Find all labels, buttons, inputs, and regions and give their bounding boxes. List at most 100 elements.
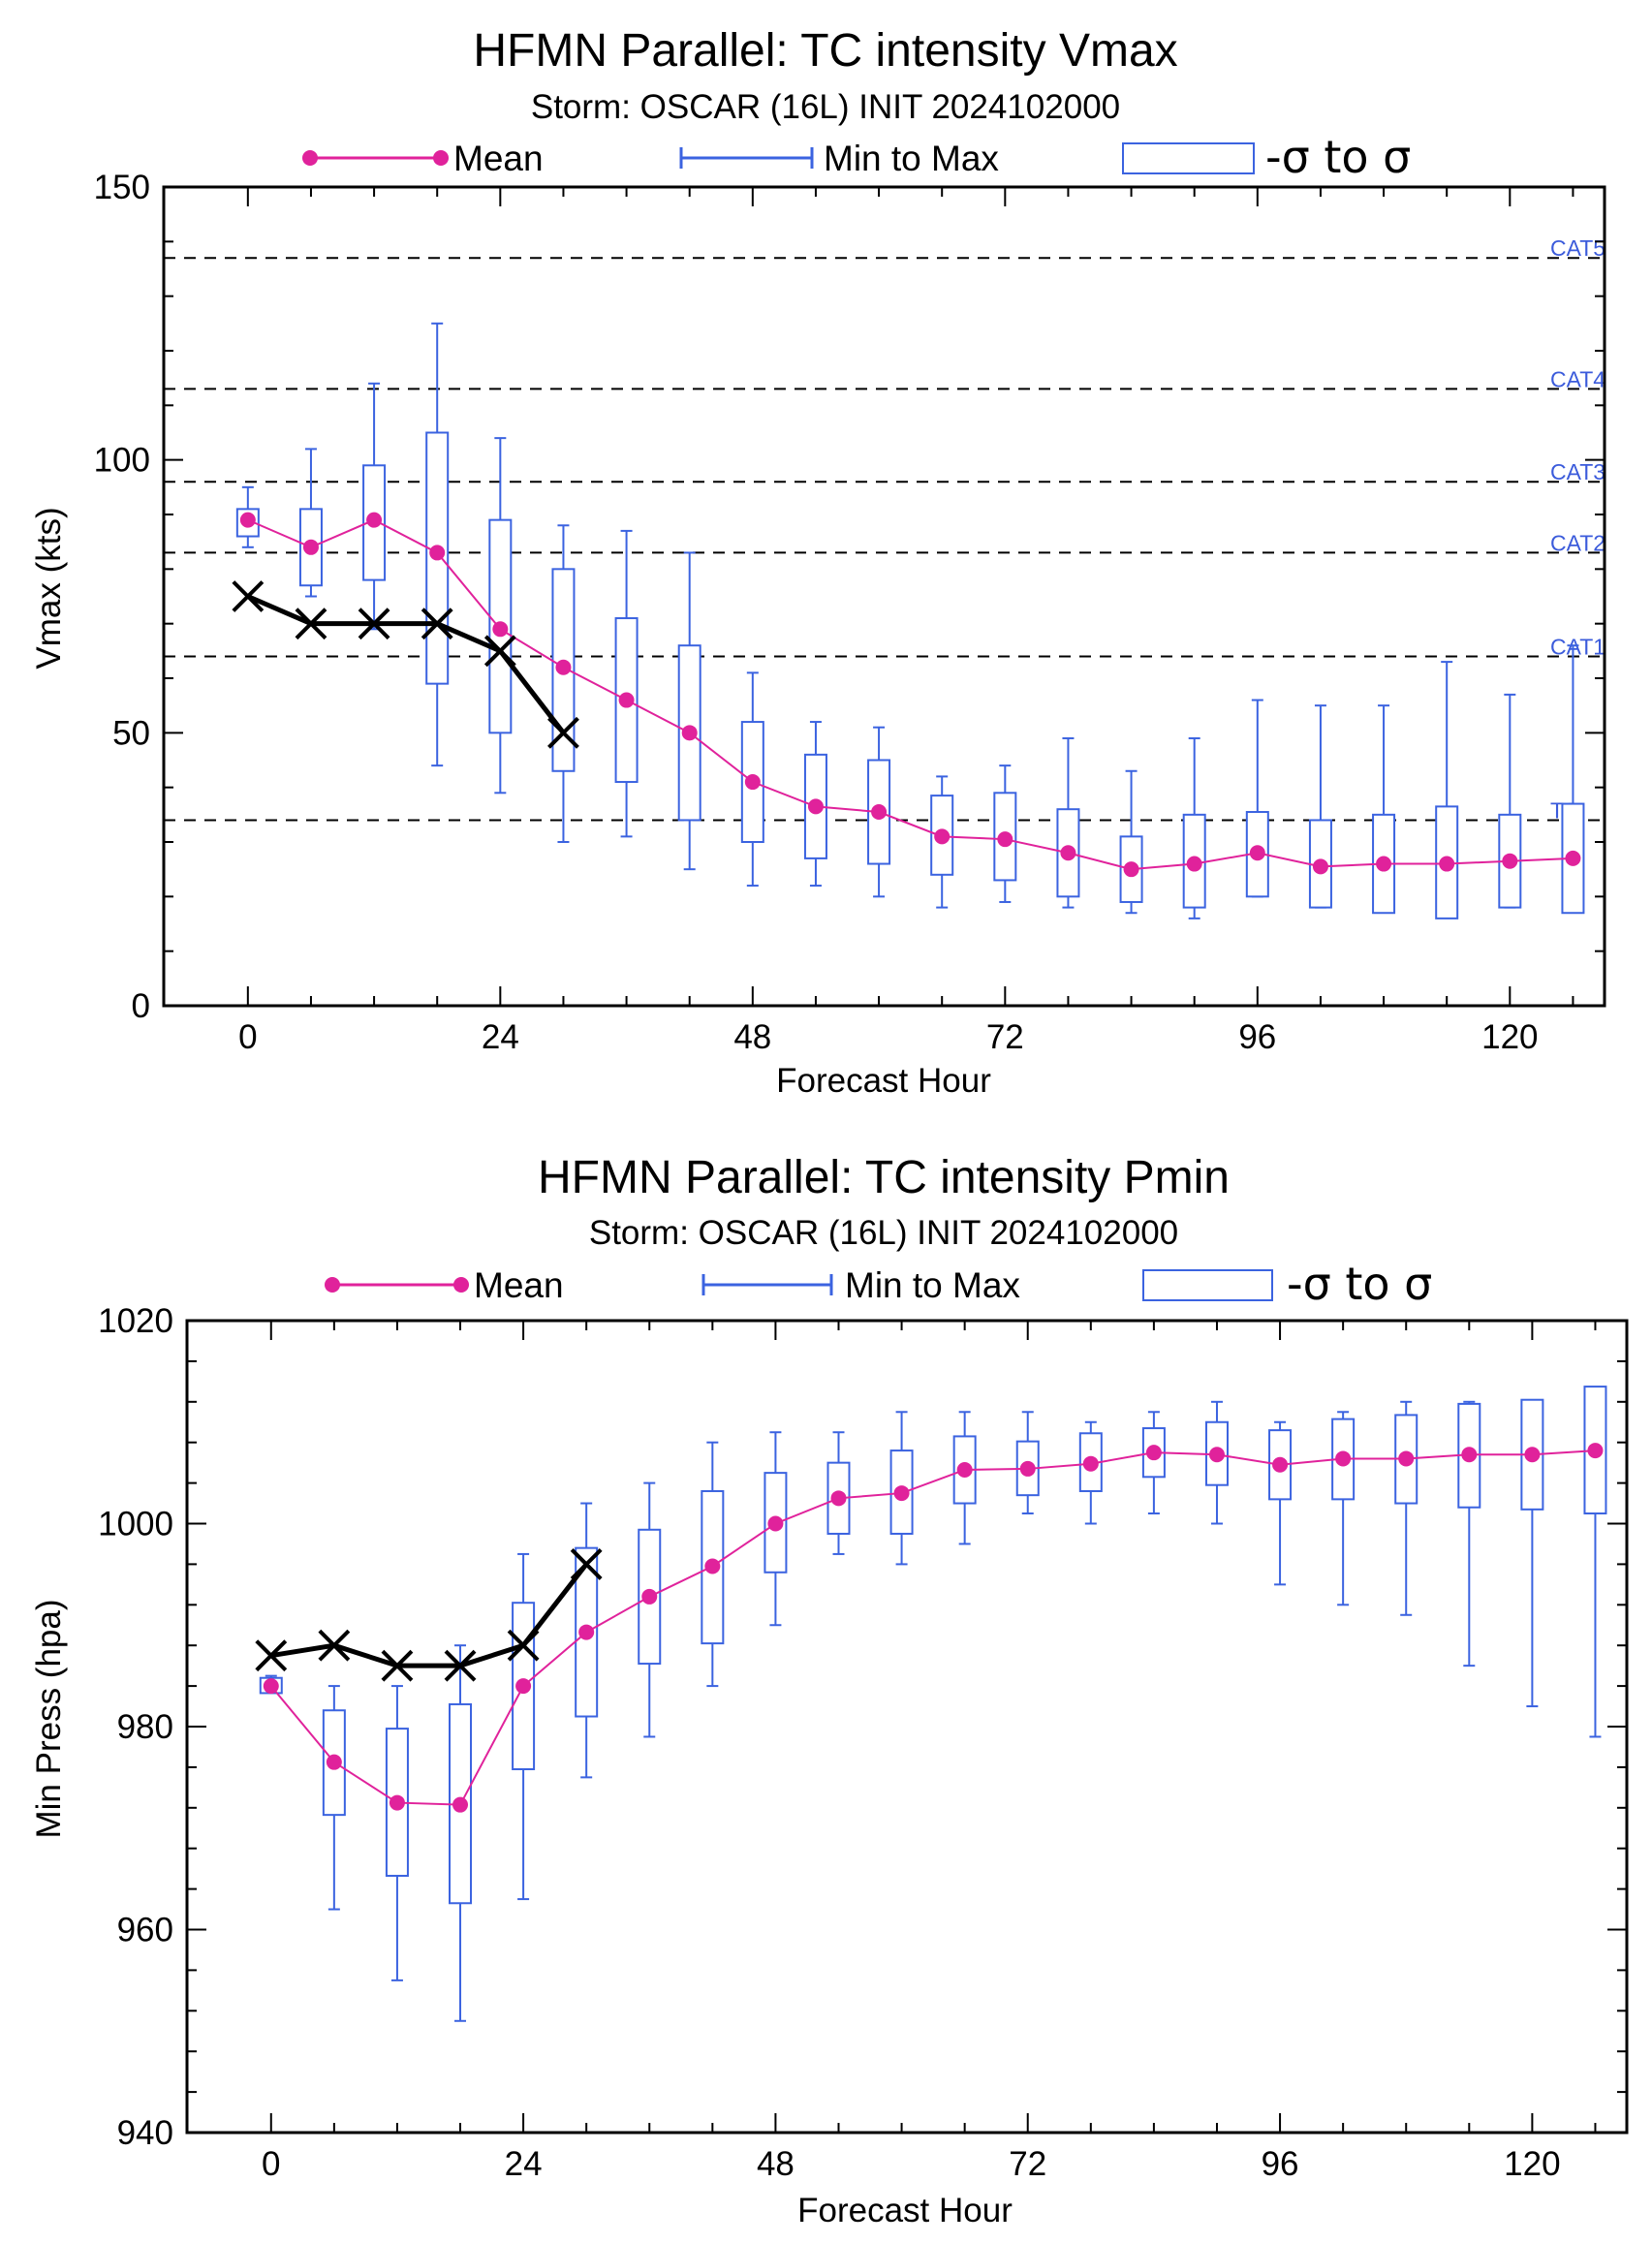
vmax-legend: Mean Min to Max -σ to σ xyxy=(302,131,1411,183)
pmin-x-tick-label: 24 xyxy=(505,2145,543,2183)
pmin-x-axis-label: Forecast Hour xyxy=(797,2192,1013,2229)
pmin-mean-point xyxy=(704,1558,721,1574)
pmin-mean-point xyxy=(956,1461,973,1478)
pmin-mean-point xyxy=(389,1794,405,1811)
vmax-mean-point xyxy=(807,798,824,815)
threshold-label-cat4: CAT4 xyxy=(1550,366,1605,391)
pmin-axis-ticks: 0 24 48 72 96 120 940 960 980 1000 1020 xyxy=(98,1302,1627,2183)
pmin-observed-line xyxy=(270,1562,589,1668)
pmin-mean-point xyxy=(641,1588,658,1605)
pmin-y-tick-label: 940 xyxy=(117,2114,173,2152)
pmin-observed-point xyxy=(507,1629,540,1662)
vmax-mean-point xyxy=(681,725,698,741)
vmax-chart-title: HFMN Parallel: TC intensity Vmax xyxy=(473,25,1177,77)
pmin-y-tick-label: 980 xyxy=(117,1708,173,1746)
vmax-mean-point xyxy=(1502,853,1518,869)
vmax-mean-point xyxy=(555,659,572,675)
pmin-mean-point xyxy=(1461,1447,1478,1463)
pmin-data-marks xyxy=(255,1386,1607,2022)
pmin-mean-point xyxy=(1335,1450,1352,1467)
vmax-threshold-lines: CAT5CAT4CAT3CAT2CAT1TS xyxy=(164,235,1605,823)
pmin-legend: Mean Min to Max -σ to σ xyxy=(325,1258,1432,1310)
vmax-mean-point xyxy=(1249,845,1265,861)
threshold-label-cat1: CAT1 xyxy=(1550,634,1605,659)
pmin-mean-point xyxy=(1272,1456,1289,1473)
pmin-observed-point xyxy=(381,1649,414,1682)
vmax-observed-point xyxy=(295,608,327,640)
vmax-data-marks xyxy=(232,322,1585,919)
pmin-legend-mean-marker-right xyxy=(453,1277,469,1293)
vmax-x-tick-label: 48 xyxy=(733,1018,771,1056)
vmax-mean-point xyxy=(1123,861,1139,878)
pmin-mean-point xyxy=(1145,1445,1162,1461)
pmin-mean-point xyxy=(1082,1455,1099,1472)
pmin-x-tick-label: 48 xyxy=(757,2145,795,2183)
pmin-x-tick-label: 72 xyxy=(1009,2145,1046,2183)
vmax-mean-point xyxy=(871,804,888,821)
vmax-mean-point xyxy=(302,539,319,555)
vmax-axis-ticks: 0 24 48 72 96 120 0 50 100 150 xyxy=(94,169,1605,1056)
vmax-mean-point xyxy=(366,512,383,528)
pmin-legend-mean-label: Mean xyxy=(474,1265,564,1305)
threshold-label-cat3: CAT3 xyxy=(1550,459,1605,484)
vmax-x-axis-label: Forecast Hour xyxy=(776,1062,991,1100)
pmin-mean-point xyxy=(263,1678,279,1695)
pmin-mean-point xyxy=(452,1796,469,1813)
pmin-x-tick-label: 120 xyxy=(1504,2145,1560,2183)
pmin-legend-mean-marker-left xyxy=(325,1277,340,1293)
pmin-mean-point xyxy=(1587,1443,1604,1459)
pmin-legend-sigma-box xyxy=(1142,1269,1273,1301)
pmin-y-axis-label: Min Press (hpa) xyxy=(30,1599,68,1838)
vmax-legend-sigma-label: -σ to σ xyxy=(1265,131,1411,183)
vmax-mean-point xyxy=(618,692,635,708)
vmax-mean-point xyxy=(1186,856,1202,872)
pmin-mean-line xyxy=(270,1449,1596,1806)
pmin-mean-point xyxy=(893,1485,910,1502)
vmax-legend-mean-label: Mean xyxy=(453,139,544,178)
vmax-mean-point xyxy=(997,831,1013,848)
pmin-panel: HFMN Parallel: TC intensity Pmin Storm: … xyxy=(30,1152,1629,2229)
pmin-mean-point xyxy=(515,1678,532,1695)
vmax-mean-point xyxy=(1565,850,1581,866)
vmax-mean-point xyxy=(1060,845,1076,861)
pmin-mean-point xyxy=(1208,1447,1225,1463)
pmin-mean-point xyxy=(1019,1460,1036,1477)
pmin-observed-point xyxy=(570,1547,603,1580)
pmin-y-tick-label: 1000 xyxy=(98,1506,173,1543)
vmax-y-tick-label: 0 xyxy=(132,987,150,1025)
pmin-observed-point xyxy=(444,1649,477,1682)
vmax-mean-point xyxy=(239,512,256,528)
pmin-chart-subtitle: Storm: OSCAR (16L) INIT 2024102000 xyxy=(589,1214,1178,1252)
pmin-y-tick-label: 1020 xyxy=(98,1302,173,1340)
pmin-mean-point xyxy=(1398,1450,1415,1467)
vmax-x-tick-label: 96 xyxy=(1238,1018,1276,1056)
pmin-y-tick-label: 960 xyxy=(117,1912,173,1949)
vmax-mean-point xyxy=(744,774,761,791)
threshold-label-cat5: CAT5 xyxy=(1550,235,1605,261)
pmin-mean-point xyxy=(326,1754,342,1770)
vmax-y-tick-label: 50 xyxy=(112,714,150,752)
vmax-x-tick-label: 0 xyxy=(238,1018,257,1056)
vmax-x-tick-label: 72 xyxy=(986,1018,1024,1056)
vmax-x-tick-label: 120 xyxy=(1481,1018,1538,1056)
threshold-label-cat2: CAT2 xyxy=(1550,530,1605,555)
vmax-observed-point xyxy=(547,716,579,749)
pmin-chart-title: HFMN Parallel: TC intensity Pmin xyxy=(538,1152,1230,1203)
pmin-legend-minmax-label: Min to Max xyxy=(845,1265,1020,1305)
pmin-observed-point xyxy=(318,1629,351,1662)
vmax-observed-point xyxy=(358,608,390,640)
vmax-observed-point xyxy=(232,580,265,612)
vmax-mean-point xyxy=(1376,856,1392,872)
pmin-x-tick-label: 0 xyxy=(262,2145,280,2183)
vmax-observed-point xyxy=(483,635,516,668)
vmax-y-axis-label: Vmax (kts) xyxy=(30,507,68,669)
vmax-mean-point xyxy=(934,828,951,845)
vmax-mean-point xyxy=(429,545,446,561)
pmin-observed-point xyxy=(255,1639,288,1672)
vmax-legend-mean-marker-left xyxy=(302,150,318,166)
vmax-legend-minmax-label: Min to Max xyxy=(824,139,999,178)
pmin-mean-point xyxy=(1524,1447,1541,1463)
vmax-mean-point xyxy=(1439,856,1455,872)
